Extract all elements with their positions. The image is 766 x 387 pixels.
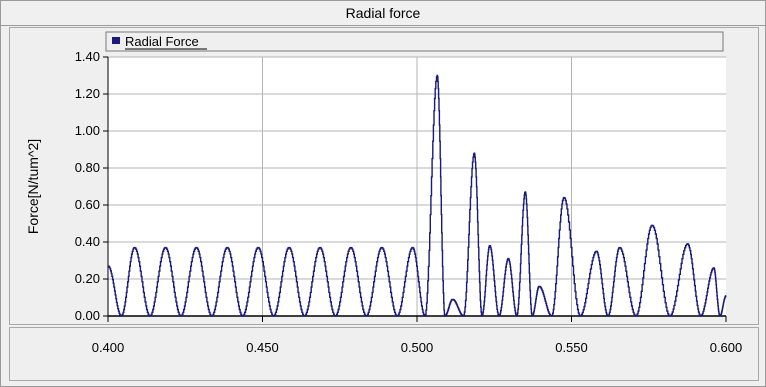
- y-tick-label: 1.00: [75, 123, 100, 138]
- window-title: Radial force: [1, 1, 765, 26]
- y-tick-label: 1.40: [75, 49, 100, 64]
- legend[interactable]: Radial Force: [105, 31, 724, 52]
- x-tick-label: 0.600: [710, 340, 743, 355]
- series-line-radial-force: [108, 74, 727, 317]
- y-tick-label: 0.00: [75, 308, 100, 323]
- x-tick-label: 0.500: [401, 340, 434, 355]
- legend-box: [105, 31, 724, 52]
- x-tick-label: 0.400: [92, 340, 125, 355]
- x-axis-ticks: 0.400 0.450 0.500 0.550 0.600: [92, 316, 743, 355]
- y-tick-label: 0.80: [75, 160, 100, 175]
- legend-label: Radial Force: [125, 34, 199, 49]
- y-tick-label: 0.60: [75, 197, 100, 212]
- legend-swatch: [112, 37, 120, 44]
- axis-panel: [9, 327, 759, 381]
- grid-lines: [108, 56, 726, 316]
- y-tick-label: 0.20: [75, 271, 100, 286]
- y-axis-ticks: 0.00 0.20 0.40 0.60 0.80 1.00 1.20 1.40: [75, 49, 108, 323]
- x-tick-label: 0.550: [555, 340, 588, 355]
- y-tick-label: 0.40: [75, 234, 100, 249]
- y-tick-label: 1.20: [75, 86, 100, 101]
- x-tick-label: 0.450: [246, 340, 279, 355]
- y-axis-label: Force[N/tum^2]: [25, 139, 41, 234]
